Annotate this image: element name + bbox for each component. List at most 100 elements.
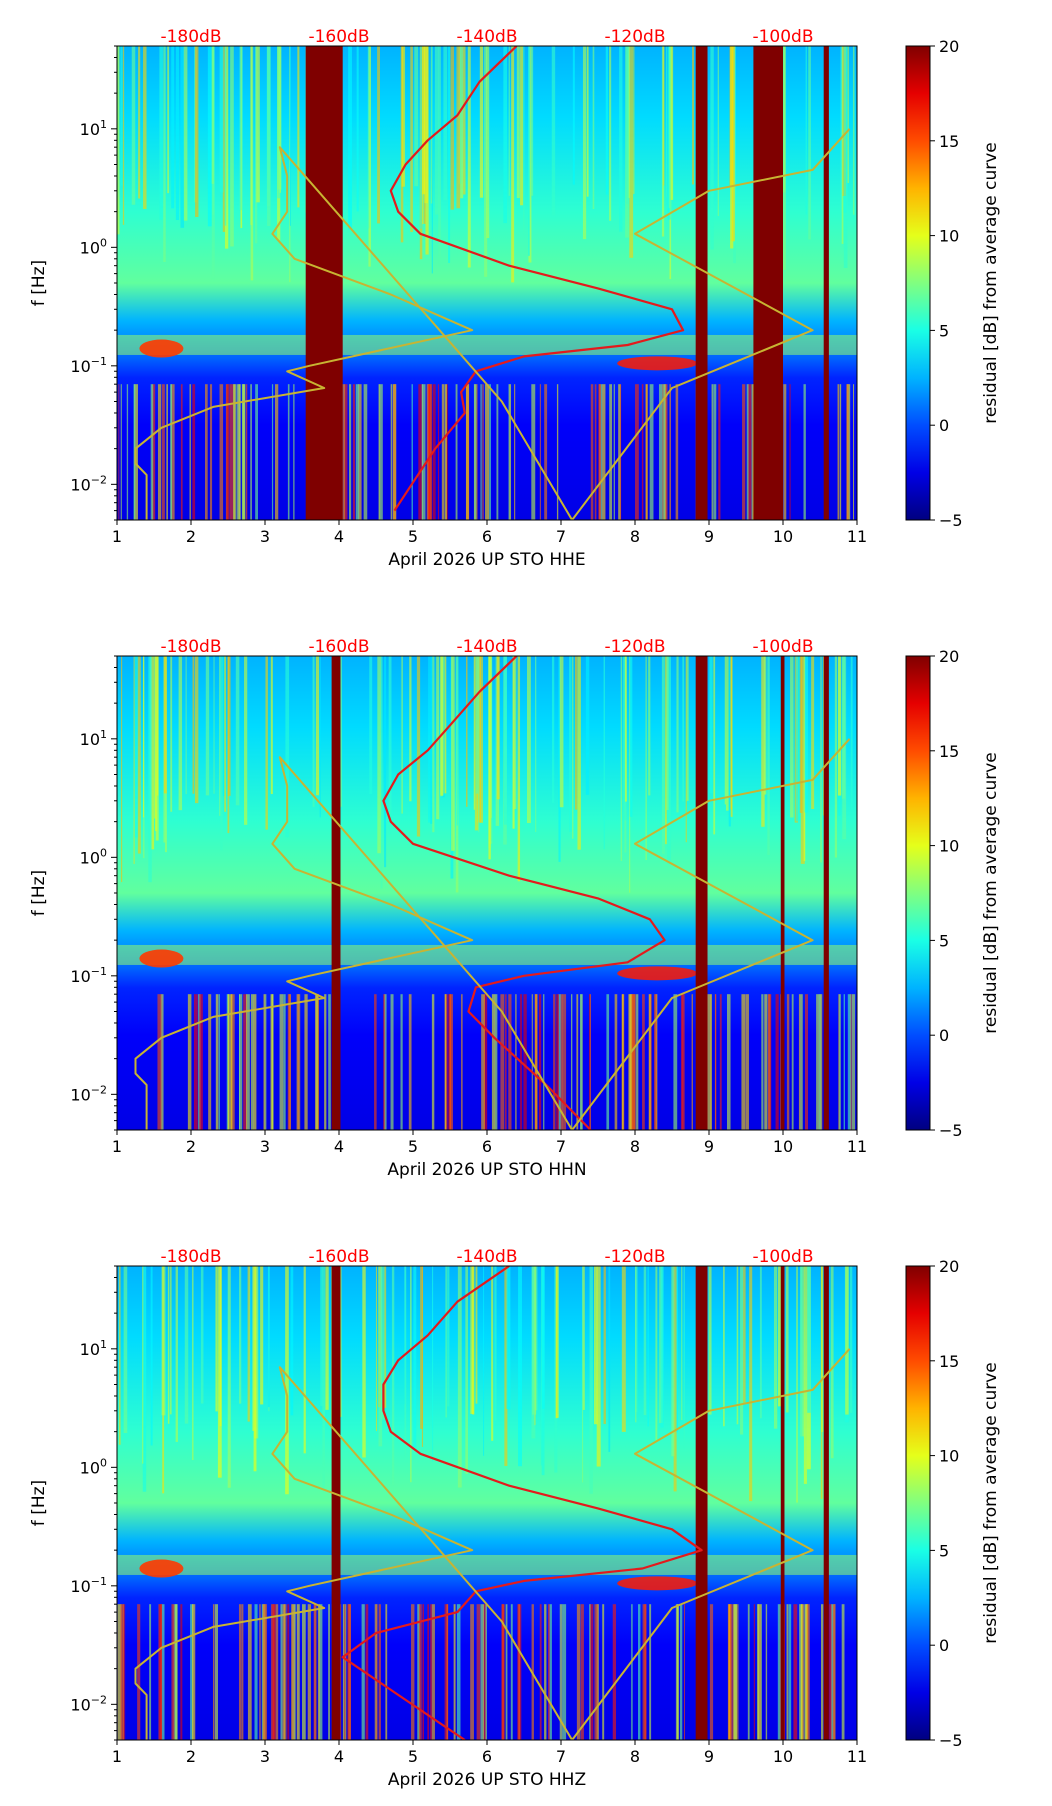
spectrogram-streak bbox=[446, 384, 448, 520]
spectrogram-streak bbox=[572, 656, 574, 839]
spectrogram-streak bbox=[241, 1604, 244, 1740]
spectrogram-streak bbox=[456, 656, 458, 826]
spectrogram-streak bbox=[494, 1266, 497, 1421]
db-scale-label: -140dB bbox=[456, 1247, 517, 1267]
x-axis-label: April 2026 UP STO HHN bbox=[387, 1160, 586, 1180]
spectrogram-streak bbox=[741, 994, 746, 1130]
spectrogram-streak bbox=[275, 1604, 279, 1740]
spectrogram-streak bbox=[207, 46, 212, 227]
spectrogram-streak bbox=[379, 384, 383, 520]
spectrogram-streak bbox=[143, 656, 145, 818]
spectrogram-streak bbox=[180, 1604, 183, 1740]
spectrogram-streak bbox=[648, 994, 651, 1130]
spectrogram-streak bbox=[709, 1604, 714, 1740]
spectrogram-streak bbox=[820, 656, 822, 863]
spectrogram-streak bbox=[543, 994, 545, 1130]
spectrogram-streak bbox=[516, 46, 520, 199]
plot-area bbox=[117, 46, 857, 520]
spectrogram-streak bbox=[539, 1604, 542, 1740]
station-noise-curve bbox=[341, 1266, 703, 1740]
spectrogram-streak bbox=[154, 656, 157, 819]
spectrogram-streak bbox=[765, 1604, 768, 1740]
spectrogram-streak bbox=[319, 1604, 323, 1740]
spectrogram-streak bbox=[482, 384, 484, 520]
colorbar-tick-label: −5 bbox=[939, 511, 963, 530]
spectrogram-streak bbox=[761, 656, 765, 827]
spectrogram-streak bbox=[315, 656, 320, 796]
y-tick-label: 101 bbox=[80, 728, 107, 749]
y-tick-label: 101 bbox=[80, 118, 107, 139]
spectrogram-streak bbox=[811, 656, 815, 809]
spectrogram-streak bbox=[200, 1266, 204, 1404]
colorbar-tick-label: 0 bbox=[939, 1026, 949, 1045]
spectrogram-streak bbox=[380, 656, 383, 889]
spectrogram-streak bbox=[675, 1604, 679, 1740]
spectrogram-streak bbox=[724, 656, 727, 805]
spectrogram-streak bbox=[430, 656, 433, 824]
x-tick-label: 7 bbox=[556, 527, 566, 546]
microseism-hotspot bbox=[139, 949, 184, 968]
spectrogram-streak bbox=[122, 46, 125, 225]
spectrogram-streak bbox=[804, 994, 809, 1130]
spectrogram-streak bbox=[570, 994, 573, 1130]
spectrogram-streak bbox=[378, 1266, 383, 1447]
spectrogram-streak bbox=[837, 384, 840, 520]
spectrogram-streak bbox=[609, 384, 613, 520]
spectrogram-streak bbox=[841, 1604, 845, 1740]
colorbar-tick-label: 15 bbox=[939, 742, 959, 761]
spectrogram-streak bbox=[682, 656, 685, 802]
spectrogram-streak bbox=[661, 656, 665, 854]
spectrogram-streak bbox=[513, 656, 517, 810]
spectrogram-streak bbox=[247, 1266, 250, 1422]
spectrogram-streak bbox=[608, 1266, 611, 1452]
spectrogram-streak bbox=[296, 1604, 300, 1740]
spectrogram-streak bbox=[556, 994, 560, 1130]
x-tick-label: 6 bbox=[482, 527, 492, 546]
spectrogram-streak bbox=[166, 384, 168, 520]
spectrogram-streak bbox=[638, 1604, 641, 1740]
spectrogram-streak bbox=[629, 656, 633, 817]
spectrogram-streak bbox=[577, 656, 581, 850]
spectrogram-streak bbox=[603, 656, 606, 850]
spectrogram-streak bbox=[226, 384, 229, 520]
spectrogram-streak bbox=[649, 1604, 652, 1740]
spectrogram-streak bbox=[170, 1266, 172, 1415]
spectrogram-streak bbox=[209, 384, 213, 520]
db-scale-label: -180dB bbox=[160, 637, 221, 657]
spectrogram-streak bbox=[633, 46, 635, 195]
spectrogram-streak bbox=[252, 1266, 255, 1431]
y-axis-label: f [Hz] bbox=[29, 1480, 49, 1526]
spectrogram-streak bbox=[491, 994, 496, 1130]
spectrogram-streak bbox=[178, 656, 183, 811]
spectrogram-streak bbox=[845, 1266, 849, 1415]
spectrogram-streak bbox=[737, 1604, 739, 1740]
spectrogram-streak bbox=[293, 1604, 296, 1740]
spectrogram-streak bbox=[681, 1266, 683, 1421]
spectrogram-streak bbox=[229, 994, 233, 1130]
colorbar-tick-label: 0 bbox=[939, 1636, 949, 1655]
spectrogram-streak bbox=[246, 994, 250, 1130]
spectrogram-streak bbox=[555, 1266, 558, 1419]
spectrogram-streak bbox=[551, 656, 555, 803]
spectrogram-streak bbox=[518, 1604, 520, 1740]
spectrogram-streak bbox=[121, 656, 123, 883]
spectrogram-streak bbox=[526, 656, 531, 824]
spectrogram-streak bbox=[374, 994, 377, 1130]
spectrogram-streak bbox=[142, 1266, 147, 1492]
spectrogram-streak bbox=[647, 1266, 649, 1427]
spectrogram-streak bbox=[148, 656, 152, 883]
spectrogram-streak bbox=[191, 1266, 194, 1461]
spectrogram-streak bbox=[636, 994, 639, 1130]
y-tick-label: 101 bbox=[80, 1338, 107, 1359]
spectrogram-streak bbox=[263, 1604, 268, 1740]
spectrogram-streak bbox=[283, 1604, 287, 1740]
x-tick-label: 10 bbox=[773, 1747, 793, 1766]
spectrogram-streak bbox=[628, 994, 632, 1130]
spectrogram-streak bbox=[649, 384, 654, 520]
spectrogram-streak bbox=[265, 656, 268, 830]
spectrogram-streak bbox=[580, 994, 582, 1130]
db-scale-label: -100dB bbox=[752, 637, 813, 657]
x-tick-label: 1 bbox=[112, 1137, 122, 1156]
spectrogram-streak bbox=[150, 656, 155, 850]
spectrogram-streak bbox=[622, 656, 627, 821]
